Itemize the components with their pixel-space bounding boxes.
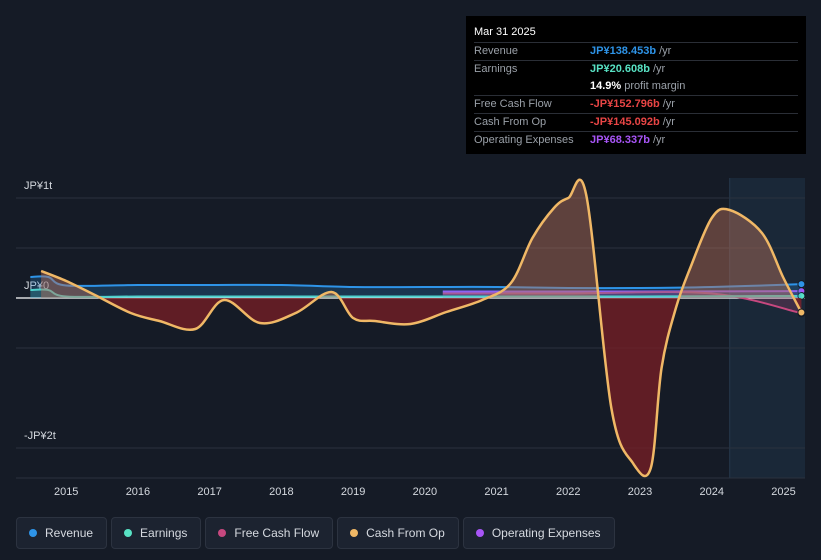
legend-label: Cash From Op bbox=[366, 526, 445, 540]
tooltip-row: Free Cash Flow -JP¥152.796b/yr bbox=[474, 95, 798, 113]
tooltip-row-value: -JP¥145.092b bbox=[590, 116, 660, 128]
tooltip-date: Mar 31 2025 bbox=[474, 26, 536, 38]
tooltip-row-label: Operating Expenses bbox=[474, 134, 574, 146]
tooltip-row-label: Free Cash Flow bbox=[474, 98, 552, 110]
legend-label: Operating Expenses bbox=[491, 526, 601, 540]
tooltip-row: Revenue JP¥138.453b/yr bbox=[474, 42, 798, 60]
tooltip-row-label: Cash From Op bbox=[474, 116, 547, 128]
tooltip-row-label: Earnings bbox=[474, 63, 518, 75]
x-tick-label: 2021 bbox=[484, 486, 508, 498]
tooltip-row-label: Revenue bbox=[474, 45, 519, 57]
tooltip-row: Earnings JP¥20.608b/yr bbox=[474, 60, 798, 78]
chart-legend: Revenue Earnings Free Cash Flow Cash From O… bbox=[16, 517, 615, 549]
x-tick-label: 2024 bbox=[700, 486, 724, 498]
x-tick-label: 2025 bbox=[771, 486, 795, 498]
legend-item-free-cash-flow[interactable]: Free Cash Flow bbox=[205, 517, 334, 549]
tooltip-row-unit: /yr bbox=[652, 134, 666, 146]
chart-tooltip: Mar 31 2025 Revenue JP¥138.453b/yr Earning… bbox=[466, 16, 806, 154]
cash-from-op-area-negative bbox=[41, 298, 802, 477]
tooltip-row-value: JP¥20.608b bbox=[590, 63, 650, 75]
legend-item-earnings[interactable]: Earnings bbox=[111, 517, 202, 549]
x-tick-label: 2023 bbox=[628, 486, 652, 498]
past-data-region bbox=[729, 178, 805, 478]
tooltip-row-value: JP¥138.453b bbox=[590, 45, 657, 57]
x-tick-label: 2017 bbox=[197, 486, 221, 498]
tooltip-row-unit: /yr bbox=[659, 45, 672, 57]
x-tick-label: 2019 bbox=[341, 486, 365, 498]
legend-dot-icon bbox=[218, 529, 227, 537]
tooltip-row-label bbox=[474, 78, 590, 95]
x-tick-label: 2022 bbox=[556, 486, 580, 498]
tooltip-row-unit: /yr bbox=[652, 63, 666, 75]
tooltip-row-unit: /yr bbox=[662, 98, 675, 110]
legend-dot-icon bbox=[29, 529, 37, 537]
tooltip-row-value: JP¥68.337b bbox=[590, 134, 650, 146]
revenue-endpoint bbox=[797, 280, 806, 289]
legend-dot-icon bbox=[475, 529, 484, 537]
tooltip-row: 14.9% profit margin bbox=[474, 78, 798, 95]
cash-from-op-area-positive bbox=[41, 179, 802, 298]
legend-item-cash-from-op[interactable]: Cash From Op bbox=[337, 517, 459, 549]
legend-item-revenue[interactable]: Revenue bbox=[16, 517, 108, 549]
x-tick-label: 2018 bbox=[269, 486, 293, 498]
cash-from-op-endpoint bbox=[797, 308, 806, 317]
legend-label: Earnings bbox=[140, 526, 188, 540]
legend-dot-icon bbox=[124, 529, 133, 537]
free-cash-flow-line bbox=[442, 291, 802, 315]
cash-from-op-line bbox=[40, 178, 803, 478]
x-tick-label: 2016 bbox=[126, 486, 150, 498]
legend-label: Free Cash Flow bbox=[234, 526, 320, 540]
legend-dot-icon bbox=[350, 529, 359, 537]
tooltip-row: Operating Expenses JP¥68.337b/yr bbox=[474, 131, 798, 149]
y-tick-label: JP¥1t bbox=[24, 180, 52, 192]
tooltip-row-value: -JP¥152.796b bbox=[590, 98, 660, 110]
x-tick-label: 2020 bbox=[413, 486, 437, 498]
tooltip-row-unit: profit margin bbox=[624, 80, 686, 92]
tooltip-row-value: 14.9% bbox=[590, 80, 622, 92]
revenue-line bbox=[30, 275, 802, 290]
y-tick-label: -JP¥2t bbox=[24, 430, 56, 442]
legend-item-operating-expenses[interactable]: Operating Expenses bbox=[462, 517, 615, 549]
legend-label: Revenue bbox=[45, 526, 94, 540]
tooltip-row: Cash From Op -JP¥145.092b/yr bbox=[474, 113, 798, 131]
earnings-line bbox=[30, 288, 802, 298]
x-tick-label: 2015 bbox=[54, 486, 78, 498]
tooltip-row-unit: /yr bbox=[662, 116, 675, 128]
